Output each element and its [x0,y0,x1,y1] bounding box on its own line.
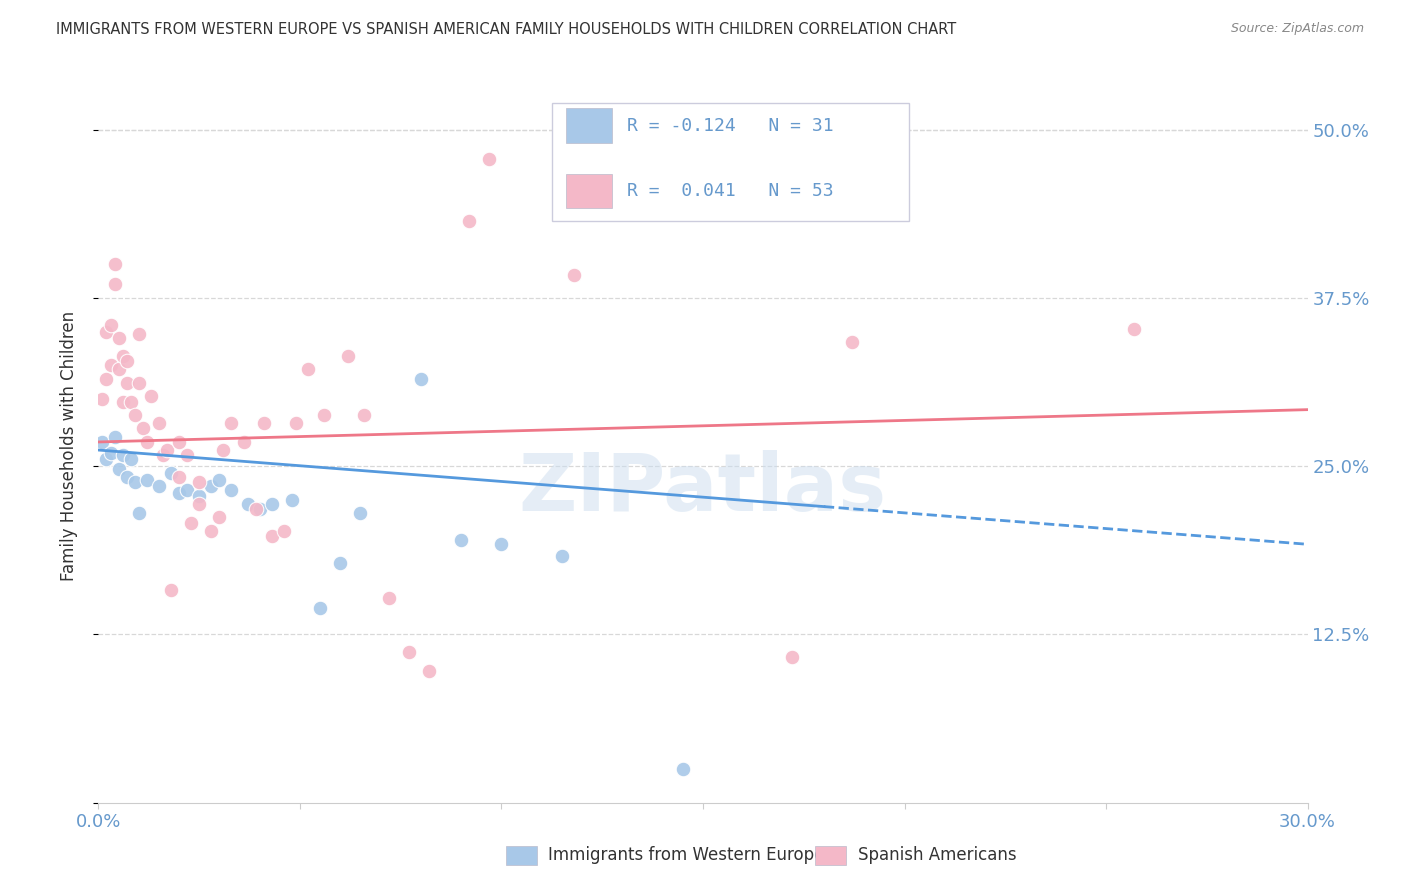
Point [208,473,231,487]
Point [260,529,283,543]
Point [120,394,142,409]
Point [329,556,352,570]
Point [281,492,304,507]
Point [132,421,155,435]
Point [124,475,146,490]
Point [245,502,267,516]
Point [284,416,307,430]
Point [314,408,336,422]
Point [115,376,138,390]
Point [188,489,211,503]
Text: Source: ZipAtlas.com: Source: ZipAtlas.com [1230,22,1364,36]
Point [111,449,134,463]
Point [176,483,198,498]
Point [349,506,371,520]
Point [1123,322,1146,336]
Point [167,470,190,484]
Point [167,486,190,500]
Point [115,470,138,484]
Point [100,358,122,372]
Point [148,416,170,430]
Point [418,664,440,678]
Text: IMMIGRANTS FROM WESTERN EUROPE VS SPANISH AMERICAN FAMILY HOUSEHOLDS WITH CHILDR: IMMIGRANTS FROM WESTERN EUROPE VS SPANIS… [56,22,956,37]
Point [176,449,198,463]
Point [96,452,118,467]
Point [160,583,183,598]
Point [200,524,222,538]
Point [478,152,501,166]
Point [96,372,118,386]
Point [398,645,420,659]
Point [107,362,129,376]
Point [111,394,134,409]
Point [232,434,254,449]
Point [124,408,146,422]
Point [107,462,129,476]
Point [91,434,114,449]
Point [139,389,162,403]
Point [353,408,375,422]
Point [297,362,319,376]
Point [273,524,295,538]
Point [91,392,114,406]
Point [103,277,125,292]
Point [377,591,399,606]
Text: Spanish Americans: Spanish Americans [858,847,1017,864]
Point [236,497,259,511]
Point [841,335,863,350]
Point [249,502,271,516]
Point [780,650,803,665]
Point [491,537,513,551]
Point [551,549,574,564]
Point [100,318,122,332]
Point [562,268,585,282]
Point [115,354,138,368]
FancyBboxPatch shape [553,103,908,221]
Point [409,372,432,386]
Point [160,466,183,480]
Point [337,349,360,363]
Point [672,762,695,776]
Point [135,434,157,449]
Point [450,533,472,548]
Point [212,443,235,458]
Point [128,327,150,342]
Point [156,443,179,458]
Point [208,510,231,524]
Text: R = -0.124   N = 31: R = -0.124 N = 31 [627,117,834,135]
Point [100,446,122,460]
Point [96,325,118,339]
Bar [567,174,613,209]
Point [167,434,190,449]
Point [188,475,211,490]
Point [260,497,283,511]
Point [188,497,211,511]
Point [458,214,481,228]
Text: R =  0.041   N = 53: R = 0.041 N = 53 [627,182,834,200]
Point [135,473,157,487]
Y-axis label: Family Households with Children: Family Households with Children [59,311,77,581]
Point [309,600,332,615]
Point [152,449,174,463]
Point [200,479,222,493]
Point [221,416,243,430]
Point [221,483,243,498]
Text: ZIPatlas: ZIPatlas [519,450,887,528]
Point [107,331,129,345]
Point [128,376,150,390]
Point [148,479,170,493]
Point [103,429,125,443]
Point [180,516,202,530]
Point [128,506,150,520]
Bar [567,109,613,143]
Point [111,349,134,363]
Point [120,452,142,467]
Text: Immigrants from Western Europe: Immigrants from Western Europe [548,847,825,864]
Point [253,416,276,430]
Point [103,257,125,271]
